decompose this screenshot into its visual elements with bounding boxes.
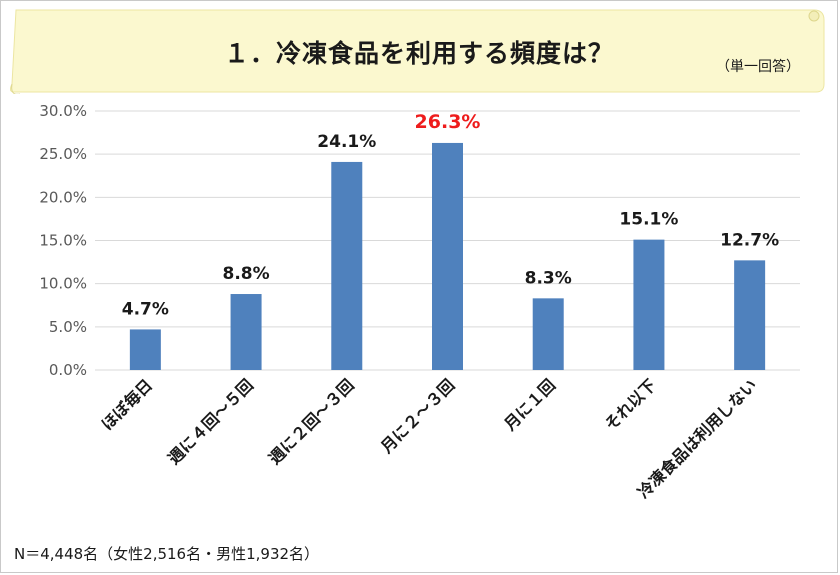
- banner-scroll-shape: [10, 9, 825, 94]
- bar: [633, 239, 665, 370]
- answer-type-note: （単一回答）: [716, 59, 800, 75]
- data-label: 8.8%: [222, 264, 269, 284]
- bar: [532, 298, 564, 370]
- y-tick-label: 25.0%: [39, 145, 87, 163]
- y-tick-label: 5.0%: [49, 318, 87, 336]
- y-tick-label: 30.0%: [39, 102, 87, 120]
- bar: [129, 329, 161, 370]
- x-category-label: 月に２～３回: [376, 375, 458, 457]
- data-label: 12.7%: [720, 230, 779, 250]
- sample-size-note: N＝4,448名（女性2,516名・男性1,932名）: [14, 545, 320, 563]
- x-category-label: 週に４回～５回: [164, 375, 257, 468]
- x-category-label: それ以下: [601, 375, 660, 434]
- data-label: 8.3%: [525, 268, 572, 288]
- y-tick-label: 10.0%: [39, 275, 87, 293]
- bar: [734, 260, 766, 370]
- bar: [230, 294, 262, 370]
- y-tick-label: 15.0%: [39, 232, 87, 250]
- data-label: 24.1%: [317, 132, 376, 152]
- x-category-label: ほぼ毎日: [97, 375, 156, 434]
- y-tick-label: 0.0%: [49, 361, 87, 379]
- title-banner: １．冷凍食品を利用する頻度は？ （単一回答）: [10, 6, 828, 94]
- bar: [331, 161, 363, 370]
- data-label: 15.1%: [619, 210, 678, 230]
- y-tick-label: 20.0%: [39, 188, 87, 206]
- bar: [432, 142, 463, 370]
- x-category-label: 月に１回: [500, 375, 559, 434]
- chart-title: １．冷凍食品を利用する頻度は？: [223, 39, 614, 68]
- data-label: 4.7%: [122, 299, 169, 319]
- x-category-label: 週に２回～３回: [265, 375, 358, 468]
- data-label: 26.3%: [415, 111, 481, 133]
